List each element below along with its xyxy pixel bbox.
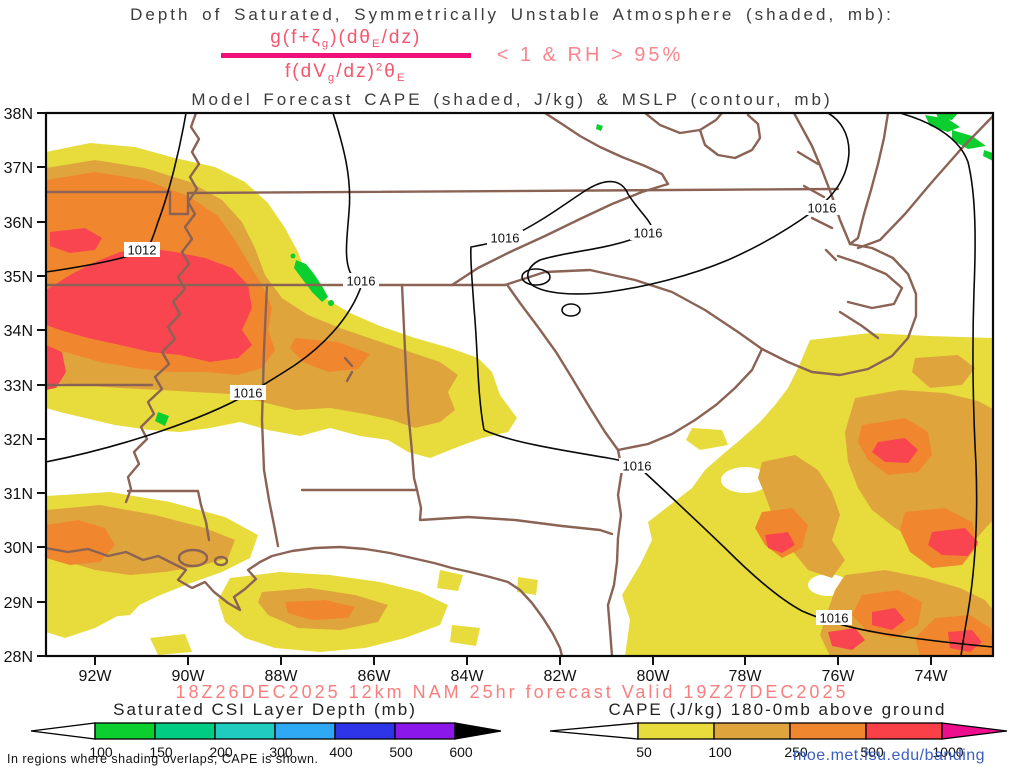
lat-label: 36N — [4, 215, 33, 232]
map-axes: 38N 37N 36N 35N 34N 33N 32N 31N 30N 29N 28N 92W 90W 8… — [4, 106, 949, 685]
lon-label: 86W — [358, 668, 392, 685]
formula-fraction: g(f+ζg)(dθE/dz) f(dVg/dz)2θE — [220, 27, 471, 84]
cape-colorbar: 50 100 250 500 1000 — [549, 722, 1008, 760]
colorbar-left-arrow — [30, 722, 96, 740]
mslp-contours — [46, 113, 993, 656]
overlap-note: In regions where shading overlaps, CAPE … — [7, 752, 319, 766]
lat-label: 38N — [4, 106, 33, 123]
forecast-valid-line: 18Z26DEC2025 12km NAM 25hr forecast Vali… — [175, 682, 849, 702]
lat-label: 30N — [4, 540, 33, 557]
lon-label: 78W — [729, 668, 763, 685]
colorbar-segment — [713, 722, 791, 740]
lon-label: 88W — [265, 668, 299, 685]
contour-label-box — [487, 230, 523, 245]
contour-labels: 1012 1016 1016 1016 1016 1016 1016 1016 — [124, 200, 852, 626]
contour-label-box — [630, 225, 666, 240]
state-borders — [46, 113, 993, 656]
colorbar-tick-label: 500 — [860, 744, 884, 760]
fraction-bar — [220, 52, 471, 58]
csi-colorbar: 100 150 200 300 400 500 600 — [30, 722, 502, 760]
lat-label: 28N — [4, 649, 33, 666]
colorbar-right-arrow — [454, 722, 502, 740]
contour-label-box — [230, 385, 266, 400]
lat-label: 32N — [4, 432, 33, 449]
lon-label: 92W — [79, 668, 113, 685]
lat-label: 37N — [4, 160, 33, 177]
contour-label-box — [343, 273, 379, 288]
contour-label: 1016 — [234, 386, 263, 401]
colorbar-tick-label: 100 — [708, 744, 732, 760]
cape-legend-title: CAPE (J/kg) 180-0mb above ground — [608, 700, 947, 719]
colorbar-segment — [865, 722, 943, 740]
lat-label: 34N — [4, 323, 33, 340]
colorbar-tick-label: 100 — [89, 744, 113, 760]
colorbar-tick-label: 600 — [449, 744, 473, 760]
colorbar-segment — [637, 722, 715, 740]
lon-label: 74W — [915, 668, 949, 685]
colorbar-segment — [214, 722, 276, 740]
lon-label: 84W — [451, 668, 485, 685]
page-title: Depth of Saturated, Symmetrically Unstab… — [130, 5, 894, 24]
map-shading — [46, 113, 993, 656]
contour-label: 1012 — [128, 243, 157, 258]
colorbar-left-arrow — [549, 722, 639, 740]
colorbar-segment — [394, 722, 456, 740]
site-link[interactable]: moe.met.fsu.edu/banding — [793, 747, 986, 764]
colorbar-tick-label: 400 — [329, 744, 353, 760]
cape-shading-red — [46, 228, 982, 652]
formula-denominator: f(dVg/dz)2θE — [285, 60, 407, 84]
lat-label: 33N — [4, 378, 33, 395]
lat-label: 29N — [4, 595, 33, 612]
contour-label-box — [816, 610, 852, 625]
colorbar-tick-label: 500 — [389, 744, 413, 760]
subtitle: Model Forecast CAPE (shaded, J/kg) & MSL… — [191, 90, 833, 109]
contour-label: 1016 — [491, 231, 520, 246]
lon-label: 90W — [172, 668, 206, 685]
formula-condition: < 1 & RH > 95% — [496, 43, 684, 66]
colorbar-segment — [94, 722, 156, 740]
contour-label-box — [804, 200, 840, 215]
colorbar-tick-label: 250 — [784, 744, 808, 760]
csi-formula: g(f+ζg)(dθE/dz) f(dVg/dz)2θE < 1 & RH > … — [0, 27, 904, 84]
contour-label-box — [124, 242, 160, 257]
lat-label: 35N — [4, 269, 33, 286]
colorbar-segment — [154, 722, 216, 740]
csi-legend-title: Saturated CSI Layer Depth (mb) — [113, 700, 417, 719]
colorbar-tick-label: 1000 — [932, 744, 963, 760]
contour-label: 1016 — [634, 226, 663, 241]
colorbar-right-arrow — [941, 722, 1008, 740]
contour-label: 1016 — [623, 459, 652, 474]
colorbar-tick-label: 50 — [636, 744, 652, 760]
lon-label: 76W — [822, 668, 856, 685]
lat-label: 31N — [4, 486, 33, 503]
colorbar-tick-label: 300 — [269, 744, 293, 760]
contour-label-box — [619, 458, 655, 473]
colorbar-tick-label: 150 — [149, 744, 173, 760]
formula-numerator: g(f+ζg)(dθE/dz) — [270, 27, 422, 50]
colorbar-tick-label: 200 — [209, 744, 233, 760]
contour-label: 1016 — [347, 274, 376, 289]
lon-label: 82W — [544, 668, 578, 685]
contour-label: 1016 — [808, 201, 837, 216]
colorbar-segment — [789, 722, 867, 740]
lon-label: 80W — [637, 668, 671, 685]
contour-label: 1016 — [820, 611, 849, 626]
colorbar-segment — [334, 722, 396, 740]
colorbar-segment — [274, 722, 336, 740]
